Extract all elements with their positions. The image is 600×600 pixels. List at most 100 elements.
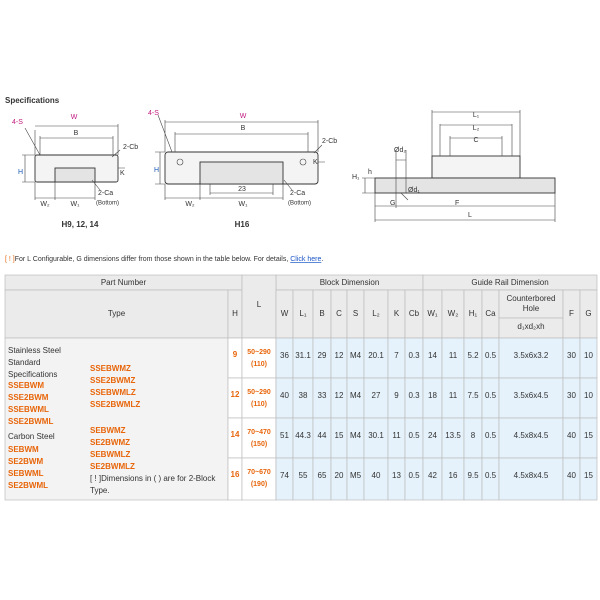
- label: L: [468, 212, 472, 219]
- dimension: 55: [299, 471, 308, 480]
- l-value: (110): [251, 401, 267, 408]
- dimension: 27: [372, 391, 381, 400]
- caption: H9, 12, 14: [62, 220, 99, 229]
- dimension: 0.5: [408, 471, 420, 480]
- cell: [498, 289, 564, 319]
- type-code: SE2BWML: [8, 481, 48, 490]
- dimension: 51: [280, 431, 289, 440]
- group-header: Block Dimension: [320, 278, 380, 287]
- material: Carbon Steel: [8, 432, 55, 441]
- label: Ød₂: [394, 147, 406, 154]
- material: Stainless Steel: [8, 346, 61, 355]
- dimension: 4.5x8x4.5: [514, 431, 549, 440]
- dimension: 30.1: [368, 431, 384, 440]
- dimension: 16: [449, 471, 458, 480]
- column-header: W₂: [448, 309, 459, 318]
- l-value: (190): [251, 481, 267, 488]
- type-code: SE2BWMLZ: [90, 462, 135, 471]
- dimension: 24: [428, 431, 437, 440]
- h-value: 9: [233, 350, 238, 359]
- label: (Bottom): [96, 201, 119, 207]
- dimension: M4: [350, 391, 362, 400]
- cell: [498, 377, 564, 419]
- type-code: SSEBWM: [8, 381, 44, 390]
- type-code: SSE2BWMZ: [90, 376, 135, 385]
- cell: [363, 417, 389, 459]
- column-header: B: [319, 309, 324, 318]
- label: G: [390, 200, 395, 207]
- type-code: SE2BWMZ: [90, 438, 130, 447]
- dimension: 31.1: [295, 351, 311, 360]
- l-value: 50~290: [247, 349, 271, 356]
- material: Standard: [8, 358, 40, 367]
- dimension: 0.5: [485, 431, 497, 440]
- dimension: 3.5x6x4.5: [514, 391, 549, 400]
- dimension: 40: [567, 471, 576, 480]
- cell: [579, 457, 598, 501]
- label: H: [154, 167, 159, 174]
- label: H₁: [352, 174, 360, 181]
- link[interactable]: Click here: [290, 256, 321, 263]
- group-header: Part Number: [101, 278, 147, 287]
- cell: [241, 457, 277, 501]
- type-code: SSE2BWM: [8, 393, 49, 402]
- label: W₂: [40, 201, 50, 208]
- label: 2-Ca: [290, 190, 305, 197]
- label: K: [313, 159, 318, 166]
- dimension: 74: [280, 471, 289, 480]
- l-value: (110): [251, 361, 267, 368]
- type-code: SSE2BWMLZ: [90, 400, 140, 409]
- label: W₂: [185, 201, 195, 208]
- dimension: 3.5x6x3.2: [514, 351, 549, 360]
- dimension: 65: [318, 471, 327, 480]
- drawing-side: L₁ L₂ C Ød₂ H₁ h Ød₁ G F L: [352, 110, 556, 222]
- column-header: L₁: [299, 309, 306, 318]
- l-value: 70~670: [247, 469, 271, 476]
- drawing-small: 4-S W B 2-Cb H K W₂ W₁ 2-Ca (Bottom) H9,…: [12, 114, 138, 229]
- h-value: 12: [231, 390, 240, 399]
- label: L₁: [473, 112, 480, 119]
- dimension: 11: [449, 391, 458, 400]
- dimension: 14: [428, 351, 437, 360]
- type-note: [ ! ]Dimensions in ( ) are for 2-Block: [90, 474, 216, 483]
- dimension: 4.5x8x4.5: [514, 471, 549, 480]
- type-code: SSEBWMLZ: [90, 388, 136, 397]
- type-code: SSEBWMZ: [90, 364, 131, 373]
- column-header: C: [336, 309, 342, 318]
- l-value: (150): [251, 441, 267, 448]
- dimension: 40: [372, 471, 381, 480]
- dimension: 15: [584, 471, 593, 480]
- dimension: 15: [584, 431, 593, 440]
- dimension: 12: [335, 391, 344, 400]
- dimension: 20.1: [368, 351, 384, 360]
- dimension: 0.3: [408, 351, 420, 360]
- label: H: [18, 169, 23, 176]
- note-end: .: [321, 256, 323, 263]
- dimension: 44.3: [295, 431, 311, 440]
- dimension: 30: [567, 391, 576, 400]
- l-value: 70~470: [247, 429, 271, 436]
- type-code: SSEBWML: [8, 405, 49, 414]
- dimension: 5.2: [467, 351, 479, 360]
- type-code: SSE2BWML: [8, 417, 53, 426]
- label: 23: [238, 186, 246, 193]
- label: K: [120, 170, 125, 177]
- label: C: [473, 137, 478, 144]
- spec-table: Part Number Block Dimension Guide Rail Dim…: [4, 274, 598, 501]
- dimension: 15: [335, 431, 344, 440]
- dimension: 13.5: [445, 431, 461, 440]
- dimension: 9: [394, 391, 399, 400]
- column-header: Counterbored Hole: [507, 294, 556, 313]
- l-value: 50~290: [247, 389, 271, 396]
- column-header: W: [281, 309, 289, 318]
- cell: [363, 289, 389, 339]
- cell: [241, 377, 277, 419]
- dimension: 0.5: [485, 471, 497, 480]
- note: [ ! ]For L Configurable, G dimensions di…: [5, 256, 323, 263]
- dimension: M4: [350, 431, 362, 440]
- dimension: 42: [428, 471, 437, 480]
- column-header: H₁: [469, 309, 478, 318]
- dimension: M5: [350, 471, 362, 480]
- type-note: Type.: [90, 486, 110, 495]
